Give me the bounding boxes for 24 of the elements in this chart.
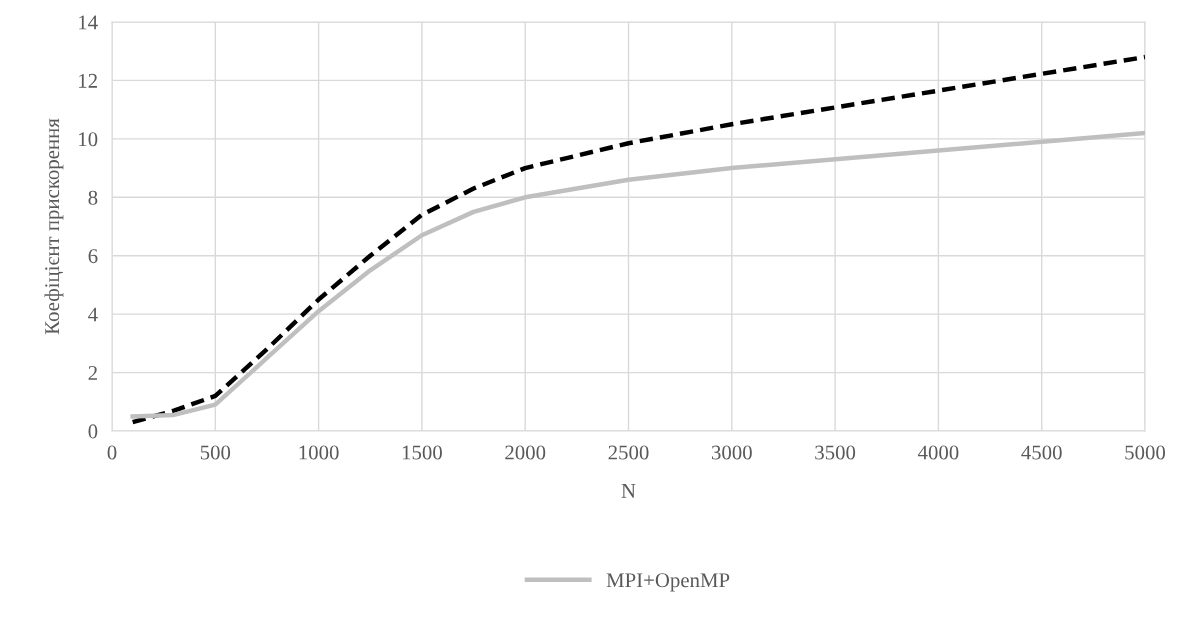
legend-label: MPI+OpenMP bbox=[606, 573, 730, 592]
y-tick-label: 8 bbox=[88, 190, 98, 205]
line-series bbox=[130, 130, 1145, 419]
x-tick-label: 5000 bbox=[1125, 445, 1166, 460]
y-axis-title: Коефіцієнт прискорення bbox=[44, 118, 64, 335]
x-tick-label: 3500 bbox=[815, 445, 856, 460]
x-tick-label: 3000 bbox=[711, 445, 752, 460]
x-axis-title: N bbox=[621, 484, 636, 498]
x-tick-label: 2500 bbox=[608, 445, 649, 460]
y-tick-label: 6 bbox=[88, 249, 98, 264]
x-tick-label: 1000 bbox=[299, 445, 339, 460]
y-tick-label: 14 bbox=[79, 15, 98, 30]
x-tick-label: 500 bbox=[200, 445, 231, 460]
x-tick-label: 1500 bbox=[402, 445, 442, 460]
y-tick-label: 10 bbox=[79, 132, 98, 147]
y-tick-label: 2 bbox=[88, 366, 97, 380]
x-tick-label: 4500 bbox=[1021, 445, 1062, 460]
y-tick-label: 12 bbox=[79, 73, 97, 88]
x-tick-label: 2000 bbox=[505, 445, 546, 460]
y-tick-label: 0 bbox=[88, 424, 98, 439]
x-tick-label: 0 bbox=[107, 445, 117, 460]
x-tick-label: 4000 bbox=[917, 445, 959, 460]
line-series bbox=[130, 54, 1145, 425]
y-tick-label: 4 bbox=[88, 307, 98, 322]
